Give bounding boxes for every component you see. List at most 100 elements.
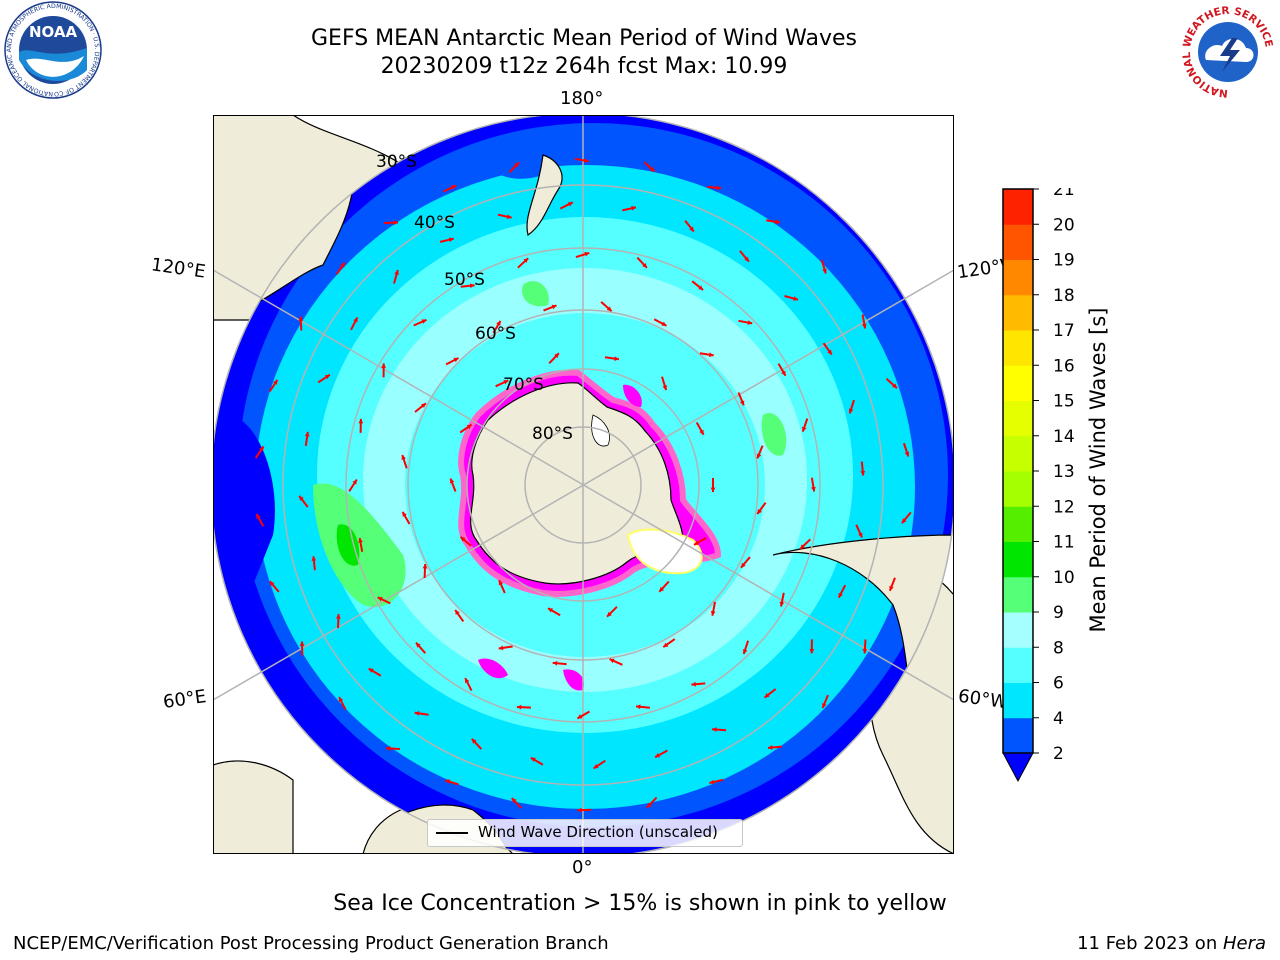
colorbar-segment (1003, 189, 1033, 225)
svg-text:NOAA: NOAA (29, 23, 78, 41)
lat-label-60s: 60°S (475, 324, 516, 344)
colorbar-segment (1003, 400, 1033, 437)
wave-direction-arrowhead (584, 251, 590, 257)
wave-direction-arrowhead (827, 349, 832, 355)
wave-direction-arrowhead (661, 321, 667, 326)
wave-direction-arrowhead (709, 779, 715, 785)
wave-direction-arrowhead (530, 757, 536, 762)
wave-direction-arrowhead (460, 536, 466, 542)
wave-direction-arrowhead (273, 379, 278, 385)
sea-ice-patches (478, 384, 642, 691)
wave-direction-arrowhead (858, 532, 863, 538)
wave-direction-arrowhead (358, 418, 364, 424)
colorbar-segment (1003, 435, 1033, 472)
lon-label-60e: 60°E (161, 686, 208, 713)
colorbar-segment (1003, 541, 1033, 578)
wave-direction-arrowhead (779, 601, 785, 607)
colorbar-tick-label: 18 (1053, 286, 1075, 306)
wave-direction-arrowhead (691, 681, 696, 687)
wave-direction-arrowhead (548, 608, 553, 613)
colorbar-segment (1003, 612, 1033, 648)
colorbar-segment (1003, 576, 1033, 613)
colorbar-segment (1003, 471, 1033, 507)
wave-direction-arrowhead (470, 283, 475, 289)
wave-direction-arrowhead (646, 802, 652, 808)
wave-direction-arrowhead (336, 614, 341, 619)
wave-direction-arrowhead (352, 479, 357, 485)
wave-direction-arrowhead (414, 711, 420, 716)
lat-label-40s: 40°S (414, 213, 455, 233)
lat-label-50s: 50°S (444, 270, 485, 290)
wave-direction-arrowhead (503, 380, 509, 385)
colorbar-label: Mean Period of Wind Waves [s] (1086, 307, 1110, 633)
wave-direction-arrowhead (577, 714, 583, 719)
wave-direction-arrowhead (498, 580, 504, 586)
wave-direction-arrowhead (259, 446, 264, 452)
wave-direction-arrowhead (498, 645, 504, 651)
wave-direction-arrowhead (662, 385, 668, 391)
wave-direction-arrowhead (516, 704, 522, 710)
wave-direction-arrowhead (709, 352, 714, 358)
wave-direction-arrowhead (800, 544, 805, 549)
colorbar-tick-label: 19 (1053, 251, 1075, 271)
wave-direction-arrowhead (689, 226, 694, 232)
wave-direction-arrowhead (764, 693, 770, 698)
lat-label-30s: 30°S (376, 152, 417, 172)
map-legend: Wind Wave Direction (unscaled) (427, 819, 743, 847)
colorbar-tick-label: 4 (1053, 709, 1064, 729)
wave-direction-arrowhead (892, 383, 897, 389)
wave-direction-arrowhead (353, 317, 358, 323)
wave-direction-arrowhead (466, 424, 472, 430)
wave-direction-arrowhead (742, 649, 748, 654)
colorbar-segment (1003, 365, 1033, 401)
colorbar-tick-label: 20 (1053, 215, 1075, 235)
wave-direction-arrowhead (793, 296, 798, 301)
wave-direction-arrowhead (393, 220, 398, 226)
wave-direction-arrowhead (377, 597, 383, 602)
sea-ice-caption: Sea Ice Concentration > 15% is shown in … (333, 891, 947, 916)
colorbar-segment (1003, 224, 1033, 260)
colorbar-tick-label: 17 (1053, 321, 1075, 341)
wave-direction-arrowhead (822, 268, 827, 274)
lon-label-180: 180° (560, 88, 604, 109)
colorbar-tick-label: 8 (1053, 638, 1064, 658)
wave-direction-arrowhead (710, 610, 716, 616)
wave-direction-arrowhead (862, 648, 868, 654)
colorbar-tick-label: 14 (1053, 427, 1075, 447)
wave-direction-arrowhead (694, 540, 700, 545)
wave-direction-arrowhead (421, 403, 426, 408)
wind-wave-arrows (254, 157, 912, 813)
colorbar: 2 4 6 8 9 10 11 12 13 14 15 16 17 18 19 20 21 (1002, 188, 1075, 783)
wave-direction-arrowhead (712, 727, 717, 732)
colorbar-segment (1003, 506, 1033, 542)
colorbar-tick-label: 6 (1053, 674, 1064, 694)
nws-logo: NATIONAL WEATHER SERVICE (1180, 4, 1276, 100)
colorbar-tick-label: 13 (1053, 462, 1075, 482)
wave-direction-arrowhead (699, 429, 704, 435)
noaa-logo: NATIONAL OCEANIC AND ATMOSPHERIC ADMINIS… (2, 0, 102, 99)
wave-direction-arrowhead (848, 408, 854, 414)
wave-direction-arrowhead (554, 353, 559, 359)
wave-direction-arrowhead (402, 511, 407, 517)
wave-direction-arrowhead (385, 746, 391, 751)
wave-direction-arrowhead (416, 642, 421, 648)
wave-direction-arrowhead (801, 426, 807, 432)
wave-direction-arrowhead (340, 262, 345, 268)
colorbar-tick-label: 12 (1053, 497, 1075, 517)
wave-direction-arrowhead (401, 455, 406, 460)
wave-direction-arrowhead (311, 556, 317, 561)
map-graticule (213, 115, 954, 854)
wave-direction-arrowhead (614, 356, 619, 361)
wave-direction-arrowhead (523, 258, 529, 263)
wave-direction-arrowhead (304, 431, 310, 437)
wave-direction-arrowhead (655, 753, 661, 758)
colorbar-segment (1003, 259, 1033, 296)
wave-direction-arrowhead (577, 807, 582, 813)
legend-line-sample (436, 832, 468, 834)
footer-date: 11 Feb 2023 on Hera (1077, 933, 1266, 954)
wave-direction-arrowhead (822, 703, 827, 708)
wave-direction-arrowhead (747, 320, 753, 325)
wave-direction-arrowhead (465, 678, 470, 684)
wave-direction-arrowhead (368, 668, 374, 673)
wave-direction-arrowhead (299, 495, 304, 501)
